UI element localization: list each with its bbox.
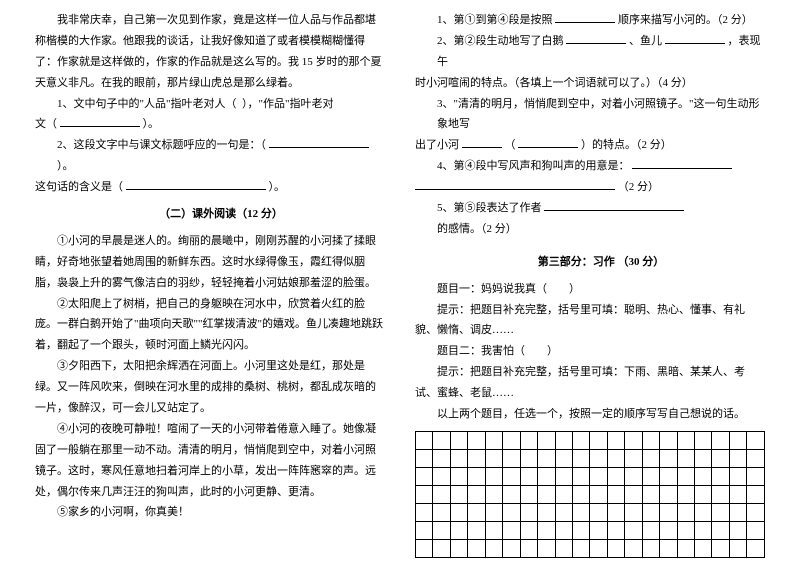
reading-p1: ①小河的早晨是迷人的。绚丽的晨曦中，刚刚苏醒的小河揉了揉眼睛，好奇地张望着她周围…: [35, 231, 385, 294]
r-question-3: 3、"清清的明月，悄悄爬到空中，对着小河照镜子。"这一句生动形象地写: [437, 94, 765, 136]
question-1[interactable]: 1、文中句子中的"人品"指叶老对人（ ），"作品"指叶老对: [57, 94, 385, 115]
topic-2: 题目二：我害怕（ ）: [415, 341, 765, 362]
grid-row: [416, 485, 765, 503]
grid-row: [416, 539, 765, 557]
r-question-2-cont: 时小河喧闹的特点。（各填上一个词语就可以了。）（4 分）: [415, 73, 765, 94]
blank-field[interactable]: [518, 137, 578, 148]
grid-row: [416, 449, 765, 467]
r-question-5[interactable]: 5、第⑤段表达了作者 的感情。（2 分）: [437, 198, 765, 240]
blank-field[interactable]: [60, 116, 140, 127]
blank-field[interactable]: [632, 158, 732, 169]
question-1-cont: 文（ ）。: [35, 114, 385, 135]
reading-p5: ⑤家乡的小河啊，你真美！: [35, 502, 385, 523]
writing-grid[interactable]: [415, 431, 765, 558]
r-question-4[interactable]: 4、第④段中写风声和狗叫声的用意是：: [437, 156, 765, 177]
section-2-title: （二）课外阅读（12 分）: [35, 204, 385, 225]
r-question-3-cont[interactable]: 出了小河 （ ）的特点。（2 分）: [415, 135, 765, 156]
r-question-4-cont[interactable]: （2 分）: [415, 177, 765, 198]
topic-2-hint: 提示：把题目补充完整，括号里可填：下雨、黑暗、某某人、考试、蜜蜂、老鼠……: [415, 362, 765, 404]
grid-row: [416, 431, 765, 449]
reading-p4: ④小河的夜晚可静啦！喧闹了一天的小河带着倦意入睡了。她像凝固了一般躺在那里一动不…: [35, 419, 385, 503]
r-question-2[interactable]: 2、第②段生动地写了白鹅 、鱼儿 ，表现午: [437, 31, 765, 73]
grid-row: [416, 503, 765, 521]
blank-field[interactable]: [415, 179, 615, 190]
question-2[interactable]: 2、这段文字中与课文标题呼应的一句是：（ ）。: [57, 135, 385, 177]
left-column: 我非常庆幸，自己第一次见到作家，竟是这样一位人品与作品都堪称楷模的大作家。他跟我…: [20, 10, 400, 555]
reading-p2: ②太阳爬上了树梢，把自己的身躯映在河水中，欣赏着火红的脸庞。一群白鹅开始了"曲项…: [35, 294, 385, 357]
grid-row: [416, 521, 765, 539]
part-3-title: 第三部分：习作 （30 分）: [415, 252, 765, 273]
blank-field[interactable]: [555, 12, 615, 23]
r-question-1[interactable]: 1、第①到第④段是按照 顺序来描写小河的。（2 分）: [437, 10, 765, 31]
blank-field[interactable]: [269, 137, 369, 148]
blank-field[interactable]: [544, 200, 684, 211]
reading-p3: ③夕阳西下，太阳把余辉洒在河面上。小河里这处是红，那处是绿。又一阵风吹来，倒映在…: [35, 356, 385, 419]
topic-1: 题目一：妈妈说我真（ ）: [415, 279, 765, 300]
intro-paragraph: 我非常庆幸，自己第一次见到作家，竟是这样一位人品与作品都堪称楷模的大作家。他跟我…: [35, 10, 385, 94]
grid-row: [416, 467, 765, 485]
final-instruction: 以上两个题目，任选一个，按照一定的顺序写写自己想说的话。: [415, 404, 765, 425]
blank-field[interactable]: [126, 179, 266, 190]
topic-1-hint: 提示：把题目补充完整，括号里可填：聪明、热心、懂事、有礼貌、懒惰、调皮……: [415, 300, 765, 342]
blank-field[interactable]: [665, 33, 725, 44]
right-column: 1、第①到第④段是按照 顺序来描写小河的。（2 分） 2、第②段生动地写了白鹅 …: [400, 10, 780, 555]
blank-field[interactable]: [462, 137, 502, 148]
blank-field[interactable]: [566, 33, 626, 44]
question-2b: 这句话的含义是（ ）。: [35, 177, 385, 198]
